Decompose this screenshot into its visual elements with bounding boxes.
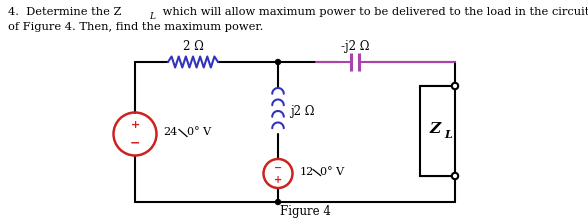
Text: Figure 4: Figure 4 (279, 205, 330, 218)
Text: L: L (149, 11, 155, 21)
Circle shape (276, 60, 280, 65)
Bar (420, 86, 455, 176)
Text: +: + (131, 120, 139, 130)
Circle shape (452, 83, 458, 89)
Text: −: − (274, 162, 282, 172)
Text: +: + (274, 174, 282, 185)
Text: 24: 24 (163, 127, 178, 137)
Text: which will allow maximum power to be delivered to the load in the circuit: which will allow maximum power to be del… (159, 7, 588, 17)
Text: 12: 12 (299, 167, 314, 177)
Text: Z: Z (430, 122, 441, 136)
Text: -j2 Ω: -j2 Ω (341, 40, 369, 53)
Text: 4.  Determine the Z: 4. Determine the Z (8, 7, 122, 17)
Text: of Figure 4. Then, find the maximum power.: of Figure 4. Then, find the maximum powe… (8, 22, 263, 32)
Circle shape (276, 200, 280, 205)
Text: −: − (130, 137, 141, 150)
Text: 0° V: 0° V (187, 127, 211, 137)
Text: 2 Ω: 2 Ω (182, 40, 203, 53)
Text: j2 Ω: j2 Ω (290, 105, 315, 118)
Text: 0° V: 0° V (320, 167, 345, 177)
Circle shape (452, 173, 458, 179)
Text: L: L (445, 129, 452, 140)
